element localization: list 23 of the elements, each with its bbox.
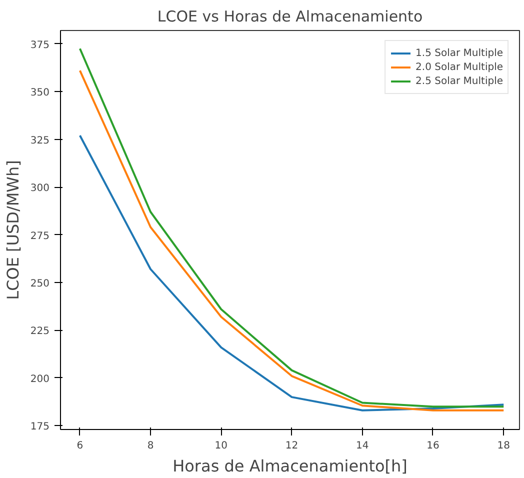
y-axis-title: LCOE [USD/MWh]: [3, 160, 22, 300]
y-tick-label: 275: [30, 230, 50, 242]
y-tick-label: 300: [30, 183, 50, 194]
legend-label: 2.5 Solar Multiple: [416, 74, 503, 88]
y-tick-label: 250: [30, 278, 50, 290]
y-tick-label: 200: [30, 374, 50, 385]
line-series: [78, 134, 505, 412]
x-tick-label: 18: [497, 440, 510, 452]
chart-title: LCOE vs Horas de Almacenamiento: [157, 8, 423, 26]
legend-label: 1.5 Solar Multiple: [416, 46, 503, 60]
x-tick-label: 14: [356, 440, 369, 452]
legend-label: 2.0 Solar Multiple: [416, 60, 503, 74]
x-tick-label: 12: [285, 440, 298, 452]
x-axis-title: Horas de Almacenamiento[h]: [172, 456, 408, 476]
x-tick-label: 8: [147, 440, 154, 452]
x-tick-label: 16: [426, 440, 440, 452]
y-tick-label: 175: [30, 422, 50, 433]
x-tick-label: 6: [76, 440, 84, 452]
x-tick-label: 10: [214, 440, 228, 452]
y-tick-label: 325: [30, 135, 50, 146]
y-tick-label: 375: [30, 40, 50, 51]
y-tick-label: 225: [30, 326, 50, 338]
y-tick-label: 350: [30, 88, 50, 99]
